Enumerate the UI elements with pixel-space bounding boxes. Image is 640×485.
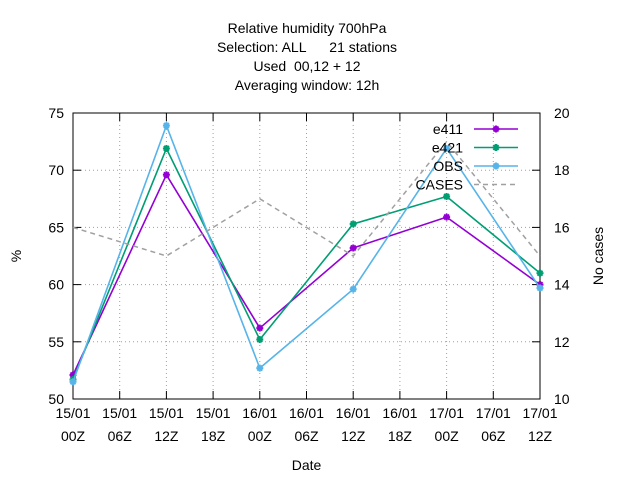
x-tick-label-time: 06Z bbox=[294, 428, 319, 444]
x-tick-label-date: 16/01 bbox=[382, 405, 417, 421]
plot-frame bbox=[72, 112, 541, 400]
series-line-e411 bbox=[72, 173, 541, 376]
y2-tick-labels: 10 12 14 16 18 20 bbox=[554, 105, 570, 407]
y2-tick-label: 20 bbox=[554, 105, 570, 121]
y2-tick-label: 10 bbox=[554, 391, 570, 407]
x-tick-label-date: 15/01 bbox=[149, 405, 184, 421]
chart-title: Relative humidity 700hPa Selection: ALL 2… bbox=[217, 20, 397, 93]
y-tick-label: 75 bbox=[48, 105, 64, 121]
x-tick-label-date: 15/01 bbox=[196, 405, 231, 421]
data-point-obs bbox=[349, 285, 357, 293]
axis-ticks bbox=[72, 112, 541, 400]
series bbox=[69, 122, 544, 386]
chart-title-line: Averaging window: 12h bbox=[235, 77, 380, 93]
x-tick-label-time: 00Z bbox=[61, 428, 86, 444]
data-point-e421 bbox=[256, 336, 264, 344]
x-tick-label-date: 16/01 bbox=[289, 405, 324, 421]
legend-marker-obs bbox=[492, 162, 500, 170]
data-point-e421 bbox=[349, 220, 357, 228]
x-axis-label: Date bbox=[292, 457, 322, 473]
data-point-obs bbox=[536, 284, 544, 292]
y-tick-label: 65 bbox=[48, 219, 64, 235]
legend: e411 e421 OBS CASES bbox=[416, 121, 518, 193]
data-point-obs bbox=[256, 364, 264, 372]
x-tick-label-time: 12Z bbox=[341, 428, 366, 444]
y2-tick-label: 16 bbox=[554, 219, 570, 235]
x-tick-labels: 15/01 00Z 15/01 06Z 15/01 12Z 15/01 18Z 16/01 00Z… bbox=[55, 405, 557, 444]
series-line-cases bbox=[72, 140, 541, 257]
series-line-obs bbox=[72, 123, 541, 383]
x-tick-label-time: 18Z bbox=[388, 428, 413, 444]
legend-marker-e411 bbox=[492, 125, 500, 133]
data-point-e421 bbox=[536, 269, 544, 277]
x-tick-label-time: 06Z bbox=[108, 428, 133, 444]
x-tick-label-date: 17/01 bbox=[522, 405, 557, 421]
chart-title-line: Used 00,12 + 12 bbox=[253, 58, 360, 74]
grid bbox=[73, 113, 540, 399]
x-tick-label-date: 16/01 bbox=[242, 405, 277, 421]
x-tick-label-time: 12Z bbox=[154, 428, 179, 444]
y-tick-labels: 50 55 60 65 70 75 bbox=[48, 105, 64, 407]
legend-label-cases: CASES bbox=[416, 177, 463, 193]
legend-marker-e421 bbox=[492, 144, 500, 151]
data-point-obs bbox=[443, 144, 451, 152]
y-tick-label: 55 bbox=[48, 334, 64, 350]
x-tick-label-time: 06Z bbox=[481, 428, 506, 444]
legend-label-e411: e411 bbox=[433, 121, 463, 137]
data-point-obs bbox=[69, 378, 77, 386]
chart-title-line: Relative humidity 700hPa bbox=[228, 20, 387, 36]
data-point-obs bbox=[162, 122, 170, 130]
y-tick-label: 70 bbox=[48, 162, 64, 178]
x-tick-label-time: 12Z bbox=[528, 428, 553, 444]
x-tick-label-date: 17/01 bbox=[476, 405, 511, 421]
y-tick-label: 50 bbox=[48, 391, 64, 407]
y2-tick-label: 18 bbox=[554, 162, 570, 178]
data-point-e411 bbox=[443, 213, 451, 221]
y2-tick-label: 14 bbox=[554, 277, 570, 293]
x-tick-label-time: 18Z bbox=[201, 428, 226, 444]
data-point-e421 bbox=[162, 144, 170, 152]
x-tick-label-time: 00Z bbox=[248, 428, 273, 444]
x-tick-label-date: 17/01 bbox=[429, 405, 464, 421]
legend-label-e421: e421 bbox=[432, 140, 463, 156]
chart-title-line: Selection: ALL 21 stations bbox=[217, 39, 397, 55]
x-tick-label-date: 16/01 bbox=[336, 405, 371, 421]
y2-axis-label: No cases bbox=[590, 227, 606, 285]
x-tick-label-date: 15/01 bbox=[102, 405, 137, 421]
data-point-e411 bbox=[256, 324, 264, 332]
x-tick-label-time: 00Z bbox=[435, 428, 460, 444]
legend-label-obs: OBS bbox=[433, 158, 463, 174]
y-tick-label: 60 bbox=[48, 277, 64, 293]
data-point-e421 bbox=[443, 193, 451, 201]
series-line-e421 bbox=[72, 146, 541, 380]
data-point-e411 bbox=[162, 171, 170, 179]
x-tick-label-date: 15/01 bbox=[55, 405, 90, 421]
y-axis-label: % bbox=[8, 250, 24, 262]
data-point-e411 bbox=[349, 244, 357, 252]
y2-tick-label: 12 bbox=[554, 334, 570, 350]
